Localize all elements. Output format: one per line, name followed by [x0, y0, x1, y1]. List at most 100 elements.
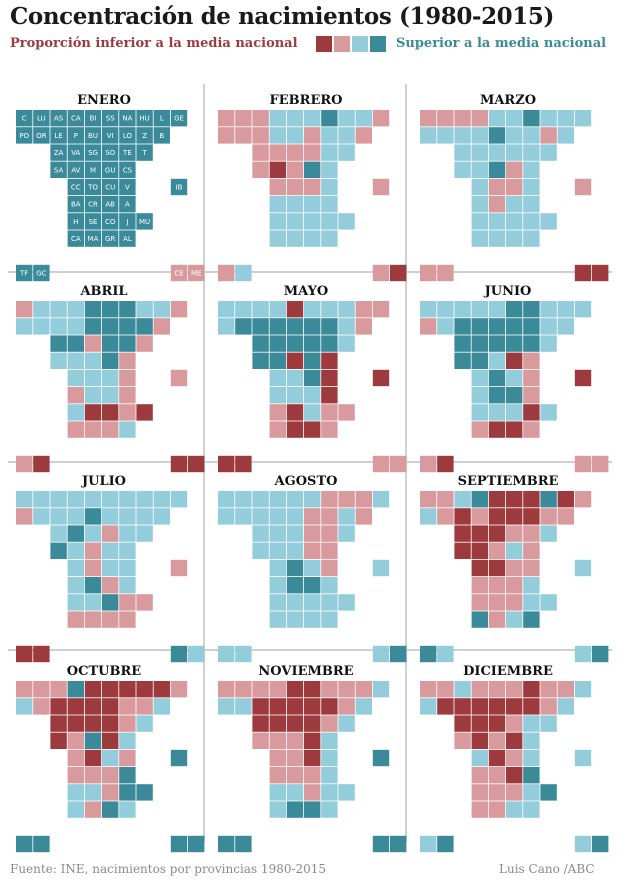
- cell-MU: [540, 784, 557, 801]
- cell-CC: [67, 559, 84, 577]
- cell-SO: [304, 715, 321, 732]
- source-note: Fuente: INE, nacimientos por provincias …: [10, 862, 327, 876]
- cell-AL: [523, 801, 540, 818]
- cell-SG: [488, 525, 506, 542]
- cell-MA: [286, 421, 304, 438]
- cell-NA: [523, 301, 540, 318]
- cell-H: [471, 594, 488, 611]
- cell-CR: [286, 196, 304, 213]
- cell-T: [136, 144, 153, 161]
- cell-C: [218, 681, 235, 698]
- cell-OR: [437, 508, 454, 525]
- cell-H: [471, 213, 488, 230]
- cell-TO: [286, 178, 304, 196]
- cell-ZA: [454, 525, 471, 542]
- cell-CO: [304, 784, 321, 801]
- cell-GC: [33, 264, 50, 282]
- cell-H: [67, 594, 84, 611]
- cell-Z: [136, 127, 153, 144]
- cell-CC: [471, 369, 488, 387]
- cell-AL: [523, 421, 540, 438]
- cell-ME: [188, 645, 205, 663]
- cell-Z: [136, 698, 153, 715]
- cell-TO: [488, 178, 506, 196]
- cell-ZA: [50, 525, 67, 542]
- cell-T: [338, 335, 355, 352]
- cell-label-CA: CA: [71, 235, 81, 243]
- cell-SO: [506, 144, 523, 161]
- cell-CA: [67, 421, 84, 438]
- cell-CE: [372, 835, 390, 853]
- cell-C: [420, 301, 437, 318]
- cell-IB: [372, 749, 390, 767]
- cell-P: [471, 127, 488, 144]
- cell-OR: [33, 318, 50, 335]
- cell-H: [269, 784, 286, 801]
- cell-BU: [84, 698, 102, 715]
- cell-CR: [488, 767, 506, 784]
- cell-PO: [16, 508, 33, 525]
- cell-T: [136, 715, 153, 732]
- cell-IB: [170, 178, 188, 196]
- cell-Z: [338, 698, 355, 715]
- cell-CO: [506, 213, 523, 230]
- cell-GE: [170, 110, 188, 127]
- cell-TF: [16, 645, 33, 663]
- cell-SS: [506, 110, 523, 127]
- cell-NA: [119, 110, 136, 127]
- cell-VI: [304, 508, 321, 525]
- cell-VI: [102, 127, 119, 144]
- cell-CC: [269, 178, 286, 196]
- cell-CO: [102, 404, 119, 421]
- cell-HU: [338, 301, 355, 318]
- cell-CU: [304, 178, 321, 196]
- cell-CC: [471, 559, 488, 577]
- cell-LO: [321, 508, 338, 525]
- cell-LU: [33, 110, 50, 127]
- cell-CU: [506, 369, 523, 387]
- cell-CS: [119, 542, 136, 559]
- cell-CA: [67, 110, 84, 127]
- cell-AV: [269, 542, 286, 559]
- cell-LU: [235, 110, 252, 127]
- cell-TO: [84, 369, 102, 387]
- cell-label-H: H: [73, 218, 78, 226]
- cell-SA: [454, 161, 471, 178]
- cell-label-ME: ME: [191, 270, 201, 278]
- cell-AB: [506, 577, 523, 594]
- cell-LE: [50, 508, 67, 525]
- cell-CA: [471, 421, 488, 438]
- cell-CC: [67, 178, 84, 196]
- cell-L: [557, 301, 574, 318]
- cell-GR: [102, 611, 119, 628]
- cell-BA: [269, 387, 286, 404]
- month-title: JULIO: [81, 474, 126, 489]
- cell-V: [523, 749, 540, 767]
- cell-Z: [540, 508, 557, 525]
- cell-CA: [67, 301, 84, 318]
- cell-C: [420, 491, 437, 508]
- cell-SO: [102, 715, 119, 732]
- cell-label-AL: AL: [123, 235, 132, 243]
- cell-label-TE: TE: [122, 149, 132, 157]
- cell-LU: [235, 301, 252, 318]
- cell-GC: [437, 264, 454, 282]
- month-panel-agosto: AGOSTO: [218, 474, 407, 663]
- cell-label-AV: AV: [71, 166, 80, 174]
- cell-ME: [390, 455, 407, 473]
- cell-GU: [506, 542, 523, 559]
- cell-B: [153, 318, 170, 335]
- cell-AS: [252, 110, 269, 127]
- cell-IB: [372, 369, 390, 387]
- cell-GU: [304, 161, 321, 178]
- cell-CA: [67, 491, 84, 508]
- cell-GR: [506, 801, 523, 818]
- cell-OR: [235, 698, 252, 715]
- cell-L: [557, 491, 574, 508]
- cell-CS: [119, 161, 136, 178]
- month-title: ABRIL: [79, 284, 127, 299]
- cell-label-MA: MA: [88, 235, 99, 243]
- cell-VA: [67, 525, 84, 542]
- cell-CE: [170, 455, 188, 473]
